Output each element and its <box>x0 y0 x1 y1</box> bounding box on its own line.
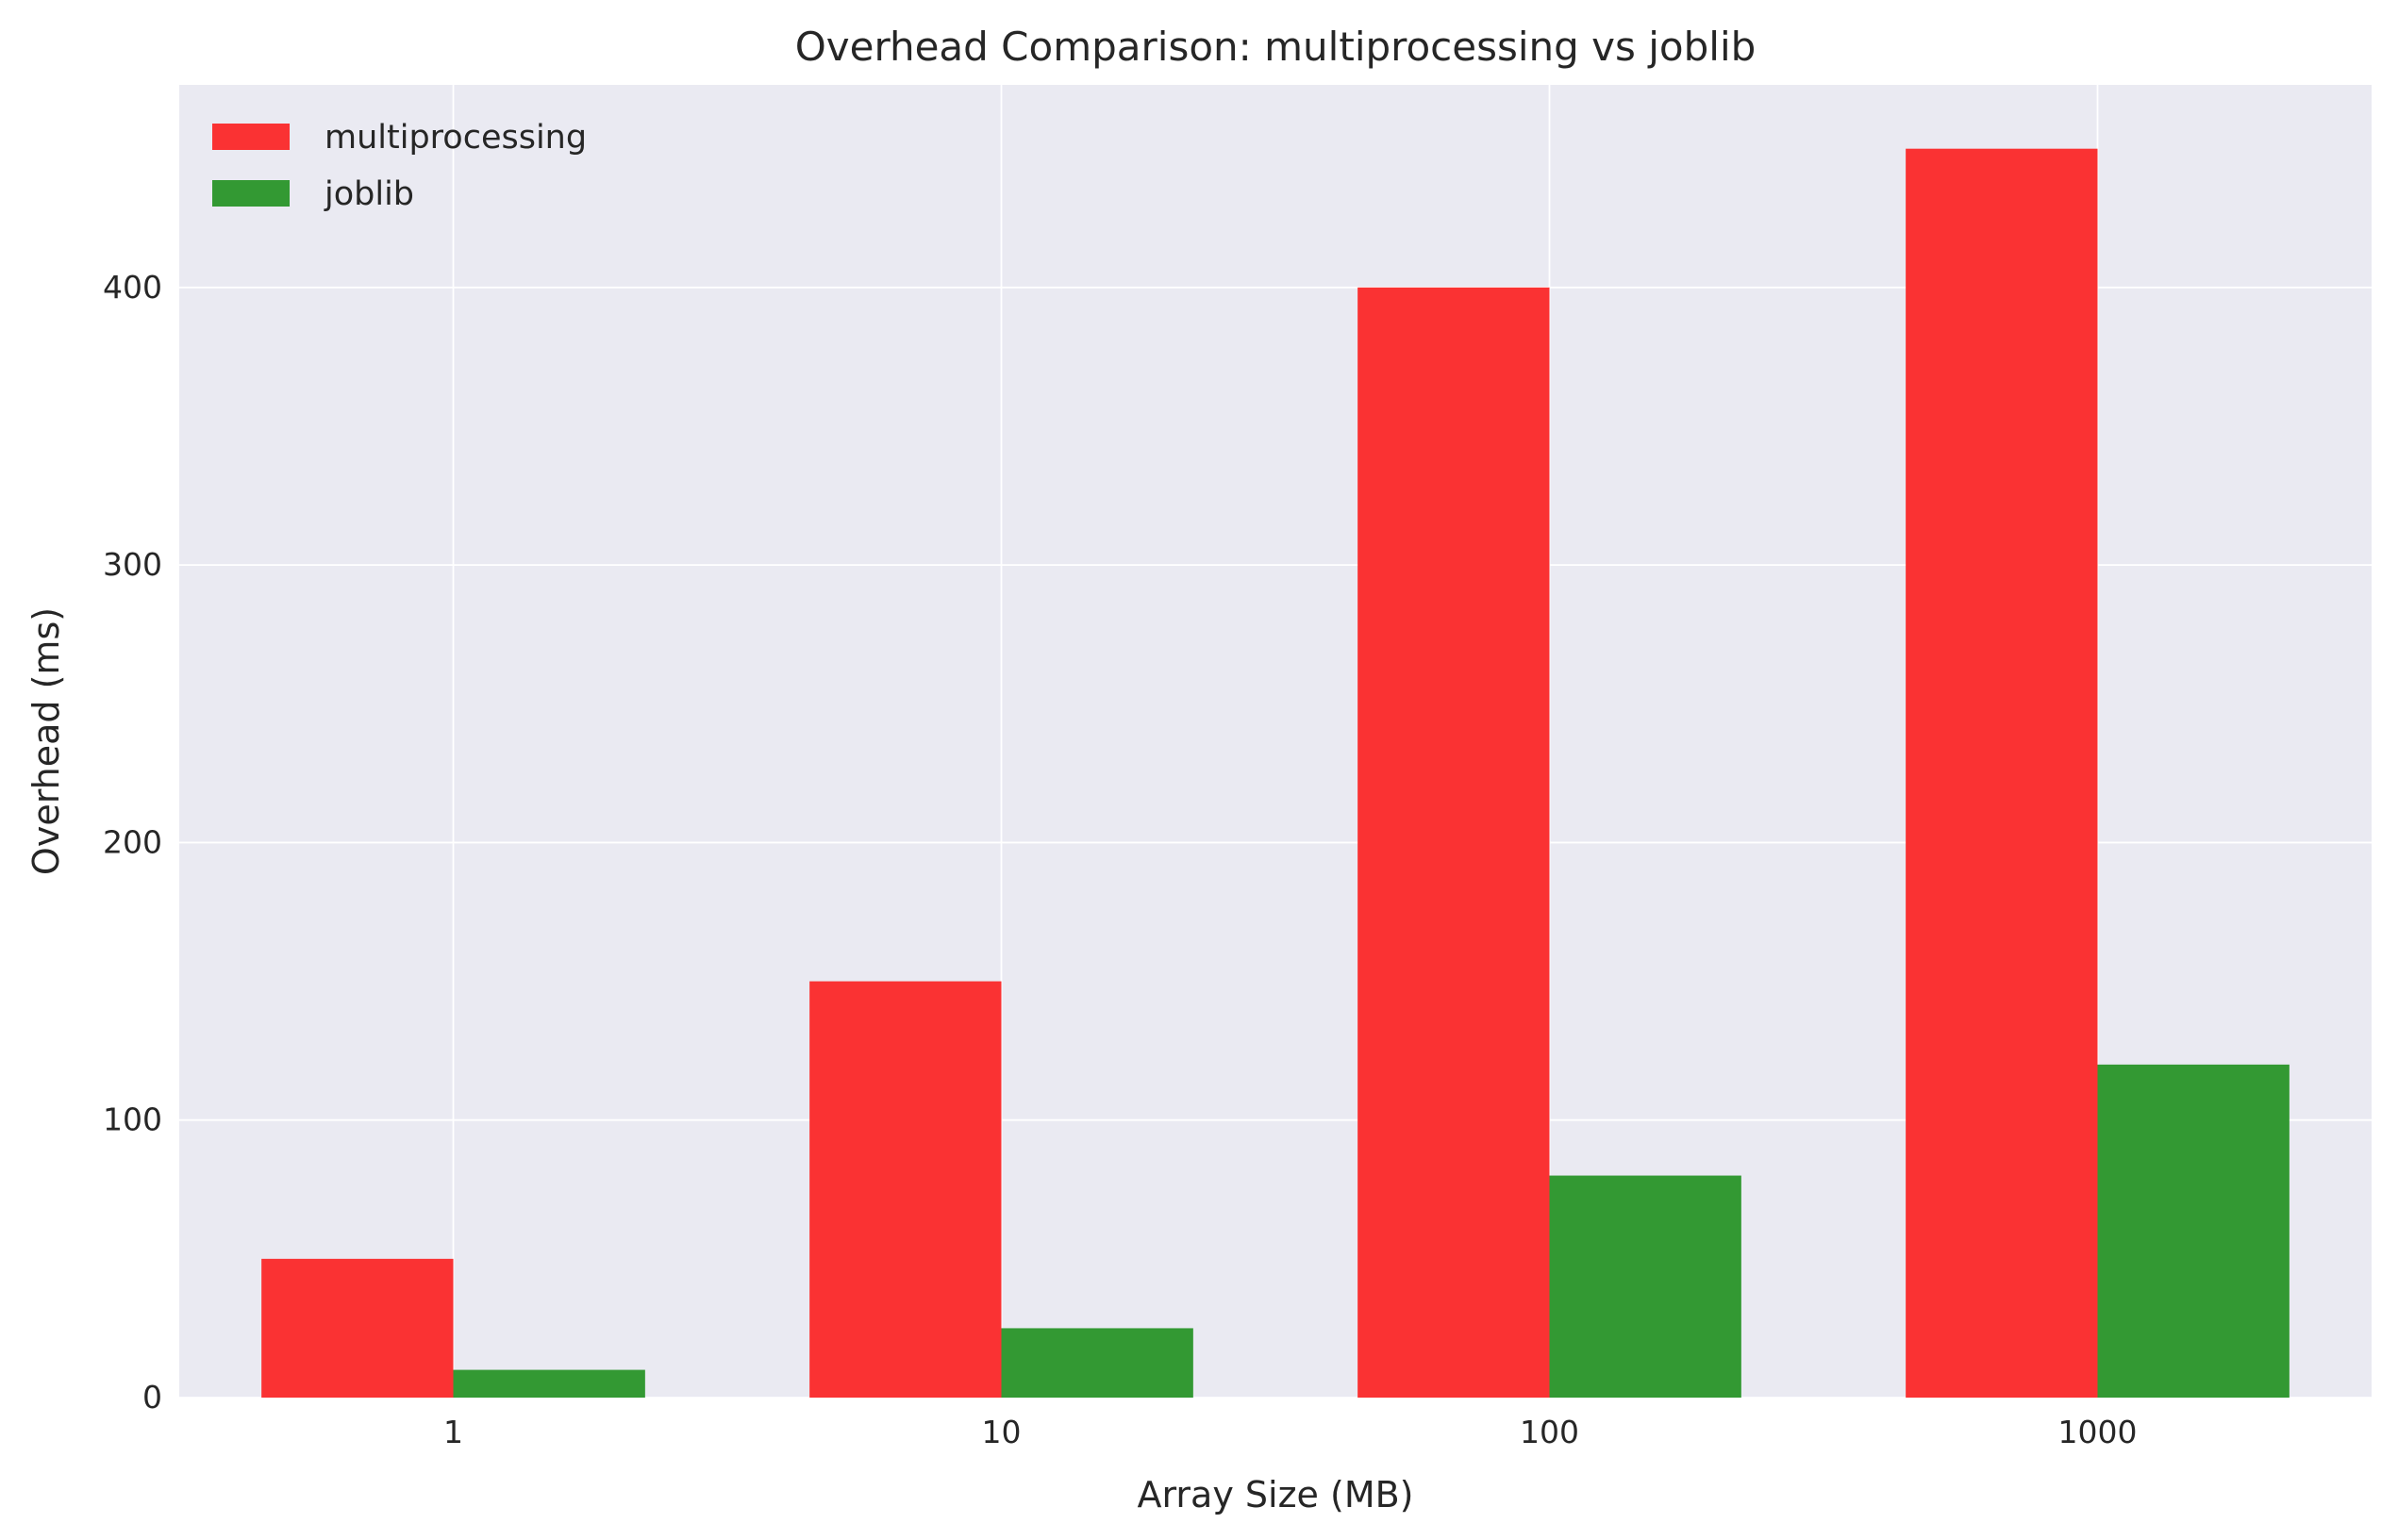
bar-joblib-100 <box>1549 1175 1741 1398</box>
legend-swatch-multiprocessing <box>212 124 290 150</box>
y-tick-label: 300 <box>103 546 162 583</box>
bar-multiprocessing-1 <box>261 1258 454 1398</box>
y-tick-label: 0 <box>142 1379 162 1416</box>
bar-multiprocessing-10 <box>809 981 1002 1398</box>
y-axis-label: Overhead (ms) <box>25 607 67 875</box>
legend-label-multiprocessing: multiprocessing <box>325 119 587 157</box>
x-tick-label: 1 <box>443 1414 463 1450</box>
y-tick-label: 200 <box>103 823 162 860</box>
y-tick-label: 100 <box>103 1101 162 1138</box>
bars <box>261 148 2290 1398</box>
bar-joblib-1 <box>453 1369 645 1398</box>
x-axis-label: Array Size (MB) <box>1137 1474 1413 1515</box>
legend: multiprocessing joblib <box>212 119 587 213</box>
legend-label-joblib: joblib <box>324 175 414 213</box>
tick-labels: 0 100 200 300 400 1 10 100 1000 <box>103 269 2137 1450</box>
y-tick-label: 400 <box>103 269 162 306</box>
bar-joblib-10 <box>1001 1328 1193 1398</box>
x-tick-label: 10 <box>982 1414 1022 1450</box>
bar-multiprocessing-100 <box>1357 287 1550 1398</box>
bar-joblib-1000 <box>2097 1064 2290 1398</box>
legend-swatch-joblib <box>212 180 290 207</box>
chart-title: Overhead Comparison: multiprocessing vs … <box>795 24 1757 70</box>
x-tick-label: 100 <box>1520 1414 1579 1450</box>
bar-multiprocessing-1000 <box>1906 148 2098 1398</box>
x-tick-label: 1000 <box>2058 1414 2138 1450</box>
